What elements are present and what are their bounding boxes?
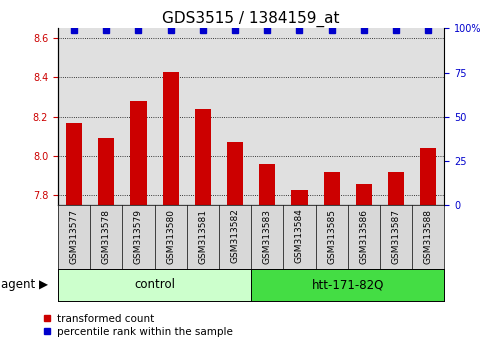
Bar <box>259 164 275 205</box>
Bar <box>388 172 404 205</box>
Bar <box>324 172 340 205</box>
Bar <box>195 109 211 205</box>
Text: GSM313584: GSM313584 <box>295 209 304 263</box>
Bar <box>227 142 243 205</box>
Text: control: control <box>134 279 175 291</box>
Title: GDS3515 / 1384159_at: GDS3515 / 1384159_at <box>162 11 340 27</box>
Text: GSM313580: GSM313580 <box>166 209 175 263</box>
Text: GSM313579: GSM313579 <box>134 209 143 263</box>
Bar <box>66 123 82 205</box>
Text: GSM313577: GSM313577 <box>70 209 79 263</box>
Text: GSM313587: GSM313587 <box>392 209 400 263</box>
Text: GSM313582: GSM313582 <box>230 209 240 263</box>
Bar <box>420 148 436 205</box>
Text: GSM313586: GSM313586 <box>359 209 369 263</box>
Text: GSM313578: GSM313578 <box>102 209 111 263</box>
Text: GSM313588: GSM313588 <box>424 209 433 263</box>
Text: GSM313585: GSM313585 <box>327 209 336 263</box>
Bar <box>356 184 372 205</box>
Bar <box>130 101 146 205</box>
Bar <box>291 190 308 205</box>
Bar <box>163 72 179 205</box>
Bar <box>98 138 114 205</box>
Text: GSM313581: GSM313581 <box>199 209 207 263</box>
Text: GSM313583: GSM313583 <box>263 209 272 263</box>
Text: agent ▶: agent ▶ <box>1 279 48 291</box>
Text: htt-171-82Q: htt-171-82Q <box>312 279 384 291</box>
Legend: transformed count, percentile rank within the sample: transformed count, percentile rank withi… <box>39 310 237 341</box>
